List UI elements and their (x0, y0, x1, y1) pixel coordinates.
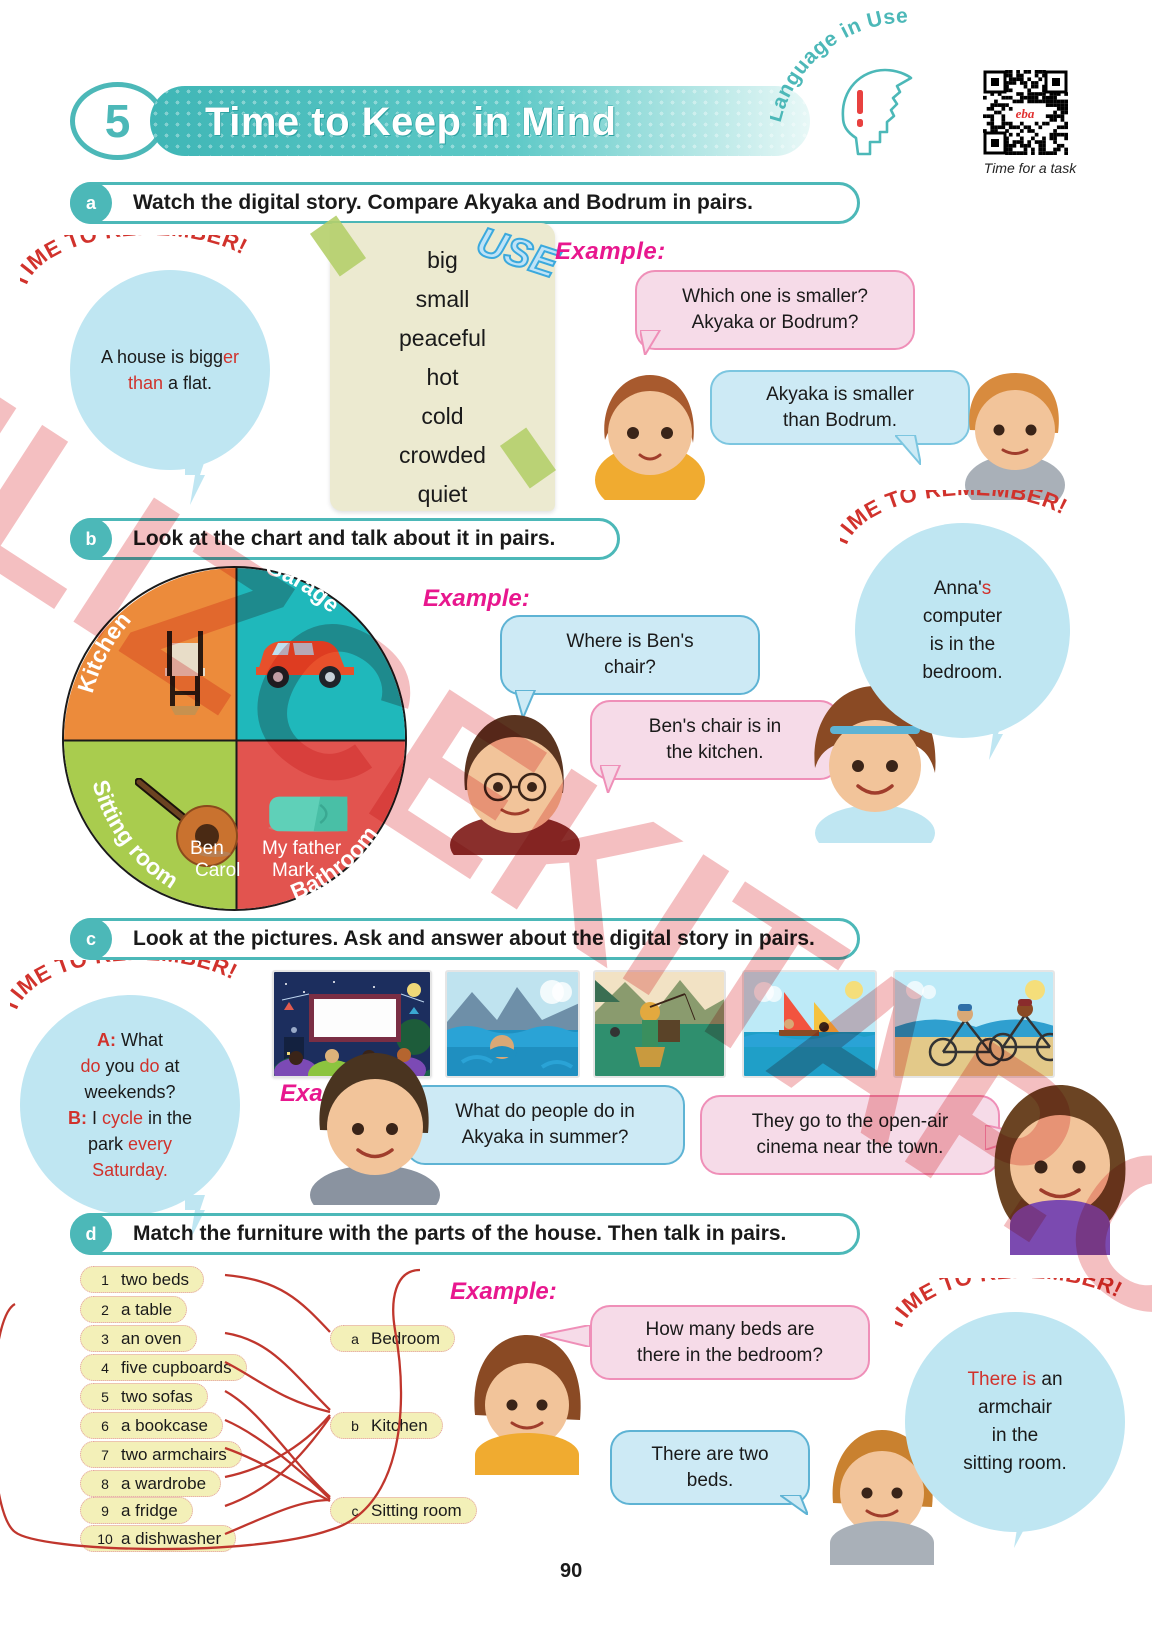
svg-text:Kitchen: Kitchen (72, 607, 136, 696)
svg-text:eba: eba (1016, 106, 1035, 121)
svg-text:Sitting room: Sitting room (88, 777, 184, 893)
svg-text:Garage: Garage (262, 566, 345, 617)
svg-text:USE: USE (471, 219, 564, 287)
svg-text:Language in Use: Language in Use (770, 4, 909, 124)
